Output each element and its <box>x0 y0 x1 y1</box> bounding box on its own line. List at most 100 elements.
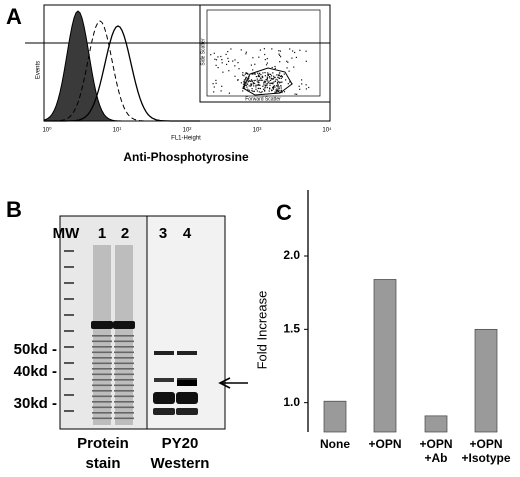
scatter-dot <box>215 59 218 61</box>
scatter-dot <box>275 78 277 80</box>
mw-band <box>64 394 74 396</box>
scatter-dot <box>293 66 295 68</box>
scatter-dot <box>244 82 246 84</box>
scatter-dot <box>246 82 248 84</box>
scatter-dot <box>234 65 236 67</box>
scatter-dot <box>278 77 281 79</box>
scatter-dot <box>258 91 260 93</box>
scatter-dot <box>257 72 259 74</box>
scatter-dot <box>271 82 273 84</box>
lane-label: 3 <box>159 225 167 242</box>
scatter-dot <box>267 76 269 78</box>
scatter-dot <box>278 86 280 88</box>
minor-band <box>92 412 112 414</box>
lane-label: 1 <box>98 225 106 242</box>
scatter-dot <box>294 51 296 54</box>
scatter-dot <box>264 80 266 82</box>
group-label: PY20 <box>162 435 199 452</box>
scatter-dot <box>305 50 307 52</box>
scatter-dot <box>234 75 236 77</box>
scatter-dot <box>240 49 242 51</box>
bar <box>424 415 448 433</box>
scatter-dot <box>305 88 307 90</box>
scatter-dot <box>259 77 262 79</box>
y-tick-label: 1.0 <box>283 395 300 409</box>
scatter-dot <box>279 72 281 74</box>
scatter-dot <box>258 87 260 89</box>
scatter-dot <box>251 90 253 92</box>
scatter-dot <box>260 79 262 81</box>
scatter-dot <box>266 58 268 60</box>
bar <box>373 279 397 433</box>
scatter-dot <box>301 79 303 81</box>
scatter-dot <box>245 53 247 55</box>
scatter-dot <box>254 63 256 65</box>
scatter-dot <box>246 86 248 88</box>
scatter-dot <box>270 73 272 75</box>
scatter-dot <box>295 56 297 58</box>
scatter-dot <box>242 72 244 74</box>
minor-band <box>92 335 112 337</box>
minor-band <box>92 373 112 376</box>
scatter-dot <box>262 88 265 90</box>
major-band <box>113 321 135 329</box>
scatter-dot <box>258 56 260 58</box>
histogram-solid <box>44 25 200 122</box>
mw-band <box>64 314 74 316</box>
scatter-dot <box>272 83 274 85</box>
scatter-dot <box>248 85 250 87</box>
scatter-dot <box>228 92 230 94</box>
lane-label: MW <box>53 225 80 242</box>
group-label: Protein <box>77 435 129 452</box>
scatter-dot <box>281 91 283 94</box>
minor-band <box>114 351 134 354</box>
lane-label: 2 <box>121 225 129 242</box>
scatter-dot <box>273 85 275 87</box>
band <box>177 351 197 355</box>
scatter-dot <box>276 82 279 84</box>
mw-band <box>64 362 74 364</box>
scatter-dot <box>278 87 280 90</box>
scatter-dot <box>299 88 301 90</box>
scatter-dot <box>276 83 279 85</box>
scatter-dot <box>255 86 257 88</box>
scatter-dot <box>263 82 265 84</box>
minor-band <box>114 417 134 420</box>
scatter-dot <box>259 72 261 74</box>
scatter-dot <box>226 63 228 65</box>
minor-band <box>114 373 134 376</box>
scatter-dot <box>277 81 279 83</box>
scatter-dot <box>247 83 249 85</box>
scatter-dot <box>280 77 282 79</box>
x-tick-label: 10¹ <box>113 128 122 134</box>
inset-axes <box>206 9 321 97</box>
scatter-dot <box>221 85 223 87</box>
scatter-dot <box>280 75 282 77</box>
x-axis-label: Anti-Phosphotyrosine <box>123 150 249 164</box>
marker-label: 40kd - <box>14 363 57 380</box>
scatter-dot <box>278 74 280 76</box>
scatter-dot <box>264 53 266 56</box>
scatter-dot <box>270 75 273 77</box>
scatter-dot <box>270 82 272 84</box>
scatter-dot <box>250 84 252 86</box>
mw-band <box>64 266 74 268</box>
minor-band <box>114 368 134 370</box>
mw-band <box>64 298 74 300</box>
minor-band <box>92 346 112 348</box>
scatter-dot <box>294 93 296 95</box>
scatter-dot <box>259 87 261 90</box>
marker-label: 50kd - <box>14 341 57 358</box>
scatter-dot <box>251 80 253 83</box>
scatter-dot <box>264 81 266 83</box>
scatter-dot <box>286 67 288 69</box>
x-tick-label: 10⁰ <box>42 127 52 134</box>
scatter-dot <box>245 78 247 80</box>
scatter-dot <box>251 80 253 82</box>
scatter-dot <box>247 88 249 90</box>
scatter-dot <box>274 86 276 88</box>
scatter-dot <box>276 91 278 93</box>
minor-band <box>92 379 112 381</box>
scatter-dot <box>253 85 255 87</box>
